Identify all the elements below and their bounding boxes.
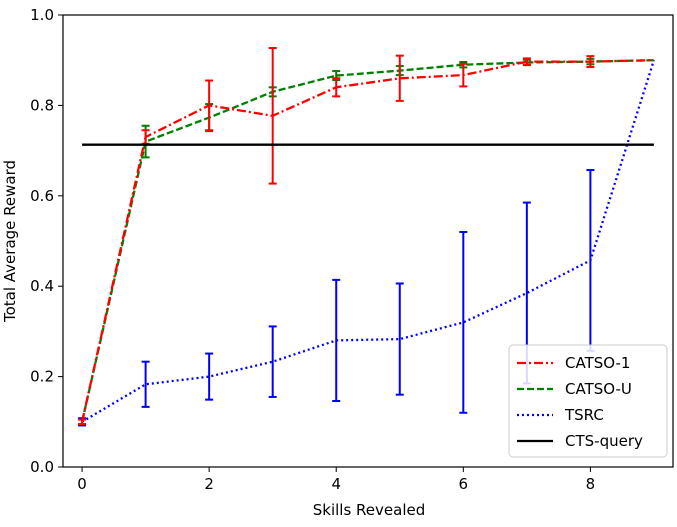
y-tick-label: 0.6 — [30, 187, 54, 205]
x-tick-label: 2 — [204, 475, 214, 493]
error-bar-catso-1 — [522, 57, 531, 66]
y-tick-label: 0.4 — [30, 277, 54, 295]
y-tick-label: 0.8 — [30, 96, 54, 114]
x-axis-ticks: 0 2 4 6 8 — [77, 467, 595, 493]
legend-box — [508, 344, 668, 458]
legend-label: CTS-query — [565, 432, 643, 450]
legend-label: TSRC — [564, 406, 604, 424]
x-tick-label: 6 — [459, 475, 469, 493]
error-bar-tsrc — [205, 352, 214, 401]
y-tick-label: 1.0 — [30, 6, 54, 24]
legend-item-catso-u: CATSO-U — [517, 380, 632, 398]
y-axis-ticks: 0.0 0.2 0.4 0.6 0.8 1.0 — [30, 6, 63, 476]
error-bar-tsrc — [268, 325, 277, 398]
legend: CATSO-1 CATSO-U TSRC CTS-query — [508, 344, 668, 458]
x-tick-label: 8 — [586, 475, 596, 493]
x-tick-label: 0 — [77, 475, 87, 493]
legend-label: CATSO-U — [565, 380, 632, 398]
series-line-catso-1 — [80, 59, 654, 423]
plot-frame — [62, 14, 674, 468]
x-tick-label: 4 — [331, 475, 341, 493]
y-tick-label: 0.0 — [30, 458, 54, 476]
error-bar-tsrc — [395, 282, 404, 396]
legend-item-cts-query: CTS-query — [517, 432, 643, 450]
series-line-tsrc — [81, 59, 655, 423]
x-axis-label: Skills Revealed — [313, 501, 426, 519]
error-bar-catso-1 — [395, 54, 404, 102]
legend-label: CATSO-1 — [565, 354, 630, 372]
y-tick-label: 0.2 — [30, 368, 54, 386]
legend-item-catso-1: CATSO-1 — [517, 354, 630, 372]
y-axis-label: Total Average Reward — [1, 160, 19, 323]
legend-item-tsrc: TSRC — [517, 406, 604, 424]
error-bar-tsrc — [459, 230, 468, 414]
error-bar-tsrc — [141, 360, 150, 408]
